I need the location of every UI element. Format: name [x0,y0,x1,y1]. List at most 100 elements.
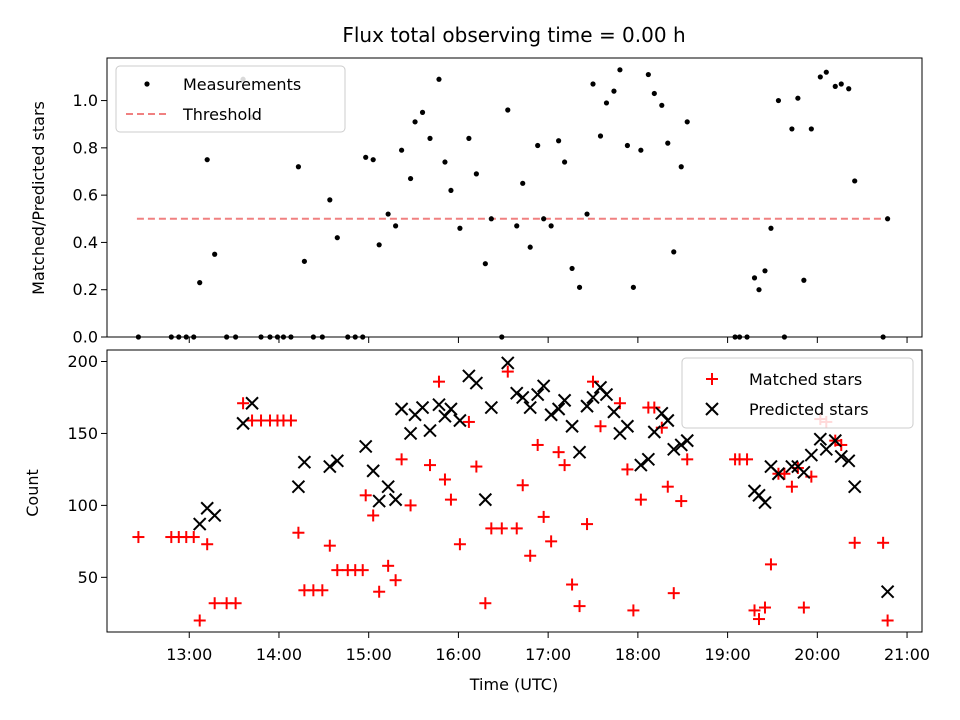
matched-point [764,558,777,571]
predicted-point [620,419,635,433]
measurement-point [665,140,671,146]
measurement-point [569,265,575,272]
predicted-point [607,405,621,419]
predicted-point [453,413,467,428]
measurement-point [659,102,665,108]
measurement-point [817,74,823,80]
predicted-points [193,356,895,599]
predicted-point [565,419,579,433]
predicted-point [432,397,446,412]
measurement-point [624,142,631,149]
measurement-point [295,164,302,170]
predicted-point [797,465,811,480]
matched-point [835,438,848,451]
matched-point [495,522,508,535]
measurement-point [301,258,307,264]
chart-title: Flux total observing time = 0.00 h [342,23,685,47]
measurement-point [556,138,562,144]
predicted-point [634,458,648,472]
predicted-point [381,479,395,494]
measurement-point [584,211,590,217]
predicted-point [551,402,566,416]
predicted-point [847,479,862,494]
ratio-panel: 0.0 0.2 0.4 0.6 0.8 1.0 Matched/Predicted sta… [29,57,923,347]
predicted-point [557,393,572,408]
matched-point [382,559,395,572]
matched-point [848,536,861,549]
measurement-point [505,107,511,113]
measurement-point [762,268,768,274]
matched-point [462,415,475,428]
measurement-point [838,81,844,87]
matched-point [444,493,457,506]
matched-point [208,597,221,610]
measurement-point [541,216,547,222]
matched-point [594,420,607,433]
predicted-point [297,455,312,469]
matched-point [778,467,791,480]
count-y-axis-label: Count [23,469,42,517]
matched-point [193,614,206,627]
measurement-point [363,154,369,160]
measurement-point [617,67,623,73]
predicted-point [510,386,524,400]
measurement-point [651,90,657,97]
matched-point [367,509,380,522]
matched-point [316,584,329,597]
predicted-point [530,387,545,402]
matched-point [877,536,890,549]
matched-point [753,613,765,626]
measurement-point [823,69,829,75]
measurement-point [590,81,596,87]
x-tick-label: 17:00 [525,645,571,664]
predicted-point [423,423,437,438]
predicted-point [880,585,895,599]
matched-point [667,587,680,600]
matched-points [132,365,894,627]
predicted-point [758,495,772,510]
measurement-point [442,159,448,165]
matched-point [404,499,417,512]
matched-point [438,473,451,486]
predicted-point [641,452,656,467]
predicted-point [842,454,856,468]
measurement-point [801,277,807,283]
measurement-point [808,126,814,132]
count-panel: 50 100 150 200 13:00 14:00 15:00 16:00 17:00 18:0… [23,349,930,694]
measurement-point [846,86,852,92]
predicted-point [785,459,799,474]
matched-point [566,578,579,591]
matched-point [797,601,810,614]
measurement-point [488,216,494,222]
legend-measurements-label: Measurements [183,75,301,94]
measurement-point [638,147,644,153]
matched-point [292,526,305,539]
count-y-tick-label: 50 [78,568,98,587]
measurement-point [795,95,801,101]
ratio-legend: Measurements Threshold [115,65,346,133]
x-tick-label: 21:00 [884,645,930,664]
x-tick-label: 13:00 [166,645,212,664]
predicted-point [516,390,530,405]
count-axes: 50 100 150 200 13:00 14:00 15:00 16:00 17:00 18:0… [67,352,930,664]
measurement-point [775,97,782,104]
predicted-point [330,454,345,468]
measurement-point [334,235,340,241]
measurement-point [448,187,454,194]
matched-point [648,401,661,414]
matched-point [537,510,550,523]
measurement-point [603,100,610,106]
predicted-point [674,438,688,452]
legend-predicted-label: Predicted stars [749,400,869,419]
measurement-point [419,109,426,115]
matched-point [359,489,372,502]
matched-point [395,453,408,466]
measurement-point [204,157,210,163]
matched-point [758,601,771,614]
ratio-plot-frame [106,57,923,338]
measurement-point [466,135,472,141]
x-tick-label: 19:00 [705,645,751,664]
measurement-point [576,284,583,290]
matched-point [432,375,445,388]
measurement-point [407,175,414,182]
